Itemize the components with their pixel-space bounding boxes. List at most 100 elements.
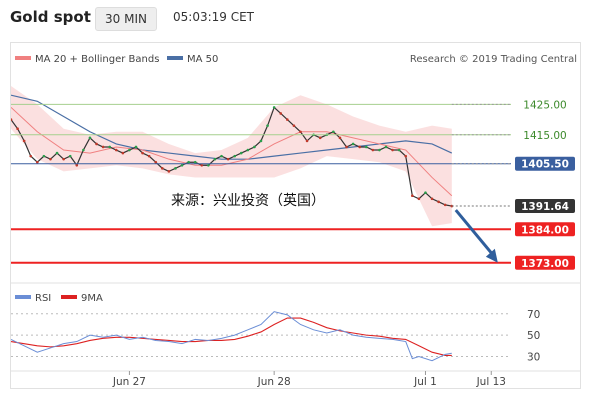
rsi-tick-50: 50 bbox=[527, 330, 540, 342]
price-point bbox=[141, 151, 144, 155]
price-point bbox=[404, 154, 408, 158]
rsi-line bbox=[10, 311, 452, 362]
level-label-bg-1405.50 bbox=[515, 156, 575, 171]
price-point bbox=[384, 145, 388, 149]
price-point bbox=[417, 197, 421, 201]
price-point bbox=[364, 145, 368, 149]
price-point bbox=[207, 163, 210, 167]
level-label-bg-1384.00 bbox=[515, 222, 575, 237]
price-point bbox=[253, 145, 256, 149]
price-point bbox=[397, 148, 401, 152]
level-label-bg-1391.64 bbox=[515, 198, 575, 213]
bollinger-band bbox=[11, 86, 452, 227]
rsi-ma-legend-swatch bbox=[61, 295, 77, 299]
price-point bbox=[259, 139, 263, 143]
time-tick-label: Jun 27 bbox=[112, 376, 146, 388]
time-axis: Jun 27 Jun 28 Jul 1 Jul 13 bbox=[112, 371, 506, 388]
price-point bbox=[16, 127, 19, 131]
rsi-tick-30: 30 bbox=[527, 351, 540, 363]
timestamp: 05:03:19 CET bbox=[173, 10, 254, 24]
price-point bbox=[371, 148, 375, 152]
forecast-arrow-head bbox=[485, 248, 498, 263]
price-point bbox=[121, 151, 125, 155]
price-point bbox=[161, 167, 164, 170]
price-legend: MA 20 + Bollinger Bands MA 50 Research ©… bbox=[15, 54, 577, 65]
forecast-arrow-shaft bbox=[454, 209, 494, 256]
rsi-panel: RSI 9MA 70 50 30 bbox=[10, 293, 540, 363]
price-point bbox=[443, 203, 447, 207]
price-panel: MA 20 + Bollinger Bands MA 50 Research ©… bbox=[9, 54, 577, 270]
rsi-legend-swatch bbox=[15, 295, 31, 299]
price-point bbox=[49, 157, 52, 161]
price-point bbox=[29, 154, 33, 158]
price-point bbox=[233, 154, 236, 158]
price-point bbox=[338, 136, 342, 140]
price-point bbox=[272, 106, 276, 109]
price-lines bbox=[9, 94, 454, 208]
rsi-ma-line bbox=[10, 317, 452, 356]
timeframe-selector[interactable]: 30 MIN bbox=[95, 7, 157, 31]
rsi-gridlines: 70 50 30 bbox=[11, 309, 540, 363]
level-label-1384.00: 1384.00 bbox=[521, 224, 569, 236]
price-point bbox=[279, 112, 283, 115]
instrument-title: Gold spot bbox=[10, 8, 91, 26]
chart-frame: MA 20 + Bollinger Bands MA 50 Research ©… bbox=[9, 42, 581, 389]
ma50-line bbox=[10, 94, 453, 160]
price-point bbox=[154, 160, 158, 164]
ma20-legend-swatch bbox=[15, 56, 31, 60]
rsi-legend-label: RSI bbox=[35, 293, 51, 304]
rsi-lines bbox=[10, 311, 452, 362]
price-point bbox=[430, 197, 434, 201]
price-point bbox=[101, 145, 105, 149]
price-point bbox=[68, 154, 72, 158]
price-point bbox=[358, 145, 361, 149]
level-label-1373.00: 1373.00 bbox=[521, 258, 569, 270]
price-point bbox=[180, 163, 184, 167]
price-point bbox=[246, 148, 250, 152]
chart-header: Gold spot 30 MIN 05:03:19 CET bbox=[0, 0, 591, 38]
price-point bbox=[220, 154, 223, 158]
price-point bbox=[266, 124, 269, 127]
price-point bbox=[22, 139, 26, 143]
price-point bbox=[411, 194, 414, 198]
price-point bbox=[193, 160, 197, 164]
price-point bbox=[128, 148, 131, 152]
price-point bbox=[62, 157, 65, 161]
price-point bbox=[147, 154, 151, 158]
ma50-legend-swatch bbox=[167, 56, 183, 60]
price-point bbox=[351, 142, 355, 146]
level-label-1415.00: 1415.00 bbox=[523, 130, 566, 142]
level-label-1391.64: 1391.64 bbox=[521, 201, 569, 213]
time-tick-label: Jul 1 bbox=[413, 376, 437, 388]
chart-canvas: MA 20 + Bollinger Bands MA 50 Research ©… bbox=[9, 54, 580, 388]
time-tick-label: Jul 13 bbox=[476, 376, 506, 388]
price-point bbox=[82, 148, 85, 152]
price-point bbox=[378, 148, 381, 152]
price-point bbox=[332, 130, 335, 134]
price-point bbox=[286, 118, 289, 121]
level-lines: 1425.00 1415.00 1405.50 1391.64 1384.00 1373.… bbox=[11, 99, 575, 270]
price-point bbox=[95, 142, 98, 146]
rsi-tick-70: 70 bbox=[527, 309, 540, 321]
price-point bbox=[305, 139, 309, 143]
price-point bbox=[9, 118, 13, 121]
price-point bbox=[424, 191, 427, 194]
level-label-1425.00: 1425.00 bbox=[523, 99, 566, 111]
price-point bbox=[88, 136, 92, 140]
price-point bbox=[318, 136, 322, 140]
source-annotation: 来源：兴业投资（英国） bbox=[171, 192, 325, 209]
price-point bbox=[239, 151, 243, 155]
price-point bbox=[299, 130, 302, 134]
ma20-legend-label: MA 20 + Bollinger Bands bbox=[35, 54, 159, 65]
rsi-ma-legend-label: 9MA bbox=[81, 293, 103, 304]
price-point bbox=[391, 148, 394, 152]
price-point bbox=[187, 160, 190, 164]
forecast-arrow bbox=[454, 209, 498, 263]
bollinger-band-fill bbox=[11, 86, 452, 227]
level-label-1405.50: 1405.50 bbox=[521, 159, 569, 171]
price-point bbox=[134, 145, 138, 149]
ma50-legend-label: MA 50 bbox=[187, 54, 218, 65]
price-point bbox=[213, 157, 217, 161]
price-point bbox=[55, 151, 59, 155]
price-point bbox=[226, 157, 230, 161]
